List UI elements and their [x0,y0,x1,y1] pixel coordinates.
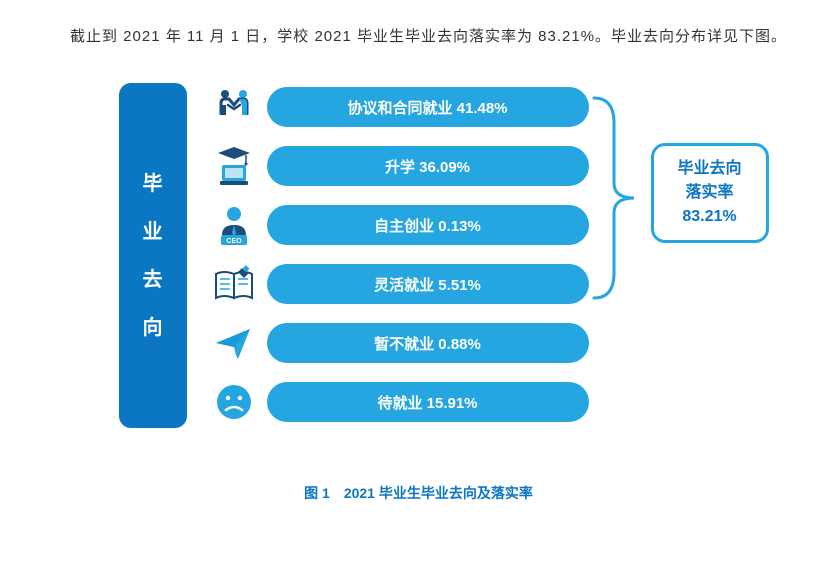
row-waiting: 待就业 15.91% [209,378,589,426]
title-char: 去 [143,256,163,304]
row-contract: 协议和合同就业 41.48% [209,83,589,131]
pill-study: 升学 36.09% [267,146,589,186]
row-study: 升学 36.09% [209,142,589,190]
sad-icon [209,378,259,426]
title-char: 向 [143,304,163,352]
category-title-block: 毕 业 去 向 [119,83,187,428]
pill-contract: 协议和合同就业 41.48% [267,87,589,127]
result-line3: 83.21% [682,205,736,229]
pill-notyet: 暂不就业 0.88% [267,323,589,363]
ceo-icon: CEO [209,201,259,249]
pill-waiting: 待就业 15.91% [267,382,589,422]
bracket [589,93,639,303]
row-flexible: 灵活就业 5.51% [209,260,589,308]
category-rows: 协议和合同就业 41.48% 升学 36.09% [209,83,589,437]
title-char: 业 [143,208,163,256]
row-notyet: 暂不就业 0.88% [209,319,589,367]
figure-caption: 图 1 2021 毕业生毕业去向及落实率 [59,483,779,503]
svg-text:CEO: CEO [226,238,242,245]
result-line1: 毕业去向 [677,157,741,181]
plane-icon [209,319,259,367]
grad-icon [209,142,259,190]
result-box: 毕业去向 落实率 83.21% [651,143,769,243]
pill-flexible: 灵活就业 5.51% [267,264,589,304]
diagram: 毕 业 去 向 协议和合同就业 41.48% [59,83,779,483]
intro-text: 截止到 2021 年 11 月 1 日，学校 2021 毕业生毕业去向落实率为 … [40,20,797,53]
pill-startup: 自主创业 0.13% [267,205,589,245]
title-char: 毕 [143,160,163,208]
result-line2: 落实率 [685,181,733,205]
row-startup: CEO 自主创业 0.13% [209,201,589,249]
book-icon [209,260,259,308]
handshake-icon [209,83,259,131]
